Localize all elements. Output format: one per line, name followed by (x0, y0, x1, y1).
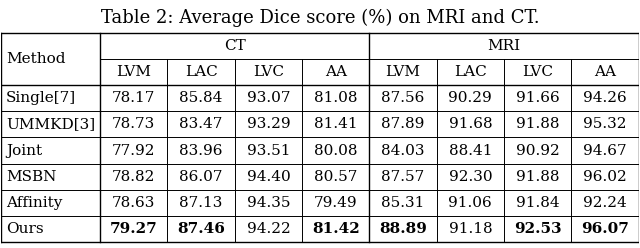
Text: 85.31: 85.31 (381, 196, 425, 210)
Text: 91.18: 91.18 (449, 222, 492, 236)
Text: AA: AA (324, 65, 347, 79)
Text: LAC: LAC (185, 65, 218, 79)
Text: 81.41: 81.41 (314, 118, 358, 131)
Text: Method: Method (6, 52, 65, 66)
Text: 92.24: 92.24 (583, 196, 627, 210)
Text: 96.07: 96.07 (581, 222, 629, 236)
Text: 79.27: 79.27 (110, 222, 157, 236)
Text: MSBN: MSBN (6, 170, 56, 184)
Text: 86.07: 86.07 (179, 170, 223, 184)
Text: 92.30: 92.30 (449, 170, 492, 184)
Text: LVC: LVC (522, 65, 553, 79)
Text: CT: CT (224, 39, 246, 53)
Text: Ours: Ours (6, 222, 44, 236)
Text: LVM: LVM (385, 65, 420, 79)
Text: 83.47: 83.47 (179, 118, 223, 131)
Text: 78.63: 78.63 (112, 196, 156, 210)
Text: 81.42: 81.42 (312, 222, 360, 236)
Text: 88.89: 88.89 (379, 222, 427, 236)
Text: AA: AA (594, 65, 616, 79)
Text: Affinity: Affinity (6, 196, 62, 210)
Text: 91.88: 91.88 (516, 170, 559, 184)
Text: 94.40: 94.40 (246, 170, 291, 184)
Text: 90.29: 90.29 (449, 92, 492, 105)
Text: 77.92: 77.92 (112, 144, 156, 157)
Text: 78.17: 78.17 (112, 92, 156, 105)
Text: 92.53: 92.53 (514, 222, 561, 236)
Text: 88.41: 88.41 (449, 144, 492, 157)
Text: 93.29: 93.29 (246, 118, 290, 131)
Text: 81.08: 81.08 (314, 92, 358, 105)
Text: 80.08: 80.08 (314, 144, 358, 157)
Text: 94.35: 94.35 (246, 196, 290, 210)
Text: 91.06: 91.06 (449, 196, 492, 210)
Text: Joint: Joint (6, 144, 42, 157)
Text: 93.51: 93.51 (246, 144, 290, 157)
Text: Table 2: Average Dice score (%) on MRI and CT.: Table 2: Average Dice score (%) on MRI a… (100, 9, 540, 27)
Text: UMMKD[3]: UMMKD[3] (6, 118, 95, 131)
Text: 84.03: 84.03 (381, 144, 425, 157)
Text: 80.57: 80.57 (314, 170, 357, 184)
Text: 93.07: 93.07 (246, 92, 290, 105)
Text: 90.92: 90.92 (516, 144, 559, 157)
Text: 94.22: 94.22 (246, 222, 291, 236)
Text: 87.46: 87.46 (177, 222, 225, 236)
Text: LAC: LAC (454, 65, 486, 79)
Text: 87.57: 87.57 (381, 170, 425, 184)
Text: 79.49: 79.49 (314, 196, 358, 210)
Text: LVC: LVC (253, 65, 284, 79)
Text: 91.88: 91.88 (516, 118, 559, 131)
Text: 87.89: 87.89 (381, 118, 425, 131)
Text: 78.73: 78.73 (112, 118, 156, 131)
Text: 91.68: 91.68 (449, 118, 492, 131)
Text: 87.56: 87.56 (381, 92, 425, 105)
Text: 78.82: 78.82 (112, 170, 156, 184)
Text: 95.32: 95.32 (583, 118, 627, 131)
Text: MRI: MRI (488, 39, 520, 53)
Text: 85.84: 85.84 (179, 92, 223, 105)
Text: 87.13: 87.13 (179, 196, 223, 210)
Text: LVM: LVM (116, 65, 151, 79)
Text: 94.67: 94.67 (583, 144, 627, 157)
Text: 96.02: 96.02 (583, 170, 627, 184)
Text: 83.96: 83.96 (179, 144, 223, 157)
Text: 91.66: 91.66 (516, 92, 559, 105)
Text: Single[7]: Single[7] (6, 92, 76, 105)
Text: 91.84: 91.84 (516, 196, 559, 210)
Text: 94.26: 94.26 (583, 92, 627, 105)
